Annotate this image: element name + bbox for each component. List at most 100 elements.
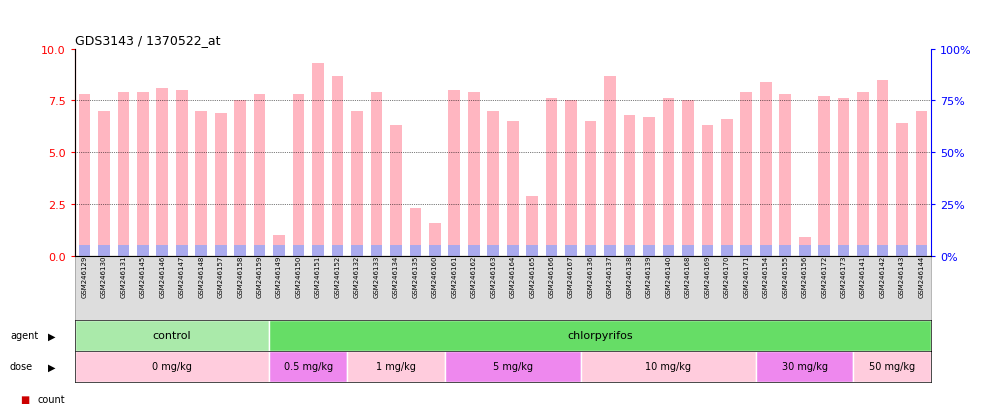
Bar	[858, 246, 869, 256]
Bar	[487, 112, 499, 256]
Bar	[254, 95, 266, 256]
Bar	[371, 93, 382, 256]
Bar	[254, 246, 266, 256]
Bar	[605, 246, 616, 256]
Text: 0 mg/kg: 0 mg/kg	[152, 361, 192, 372]
Bar	[195, 246, 207, 256]
Bar	[79, 246, 91, 256]
Bar	[293, 95, 305, 256]
Bar	[137, 246, 148, 256]
Bar	[682, 246, 694, 256]
Bar	[819, 246, 830, 256]
Bar	[662, 99, 674, 256]
Bar	[701, 126, 713, 256]
Bar	[854, 351, 931, 382]
Bar	[643, 246, 654, 256]
Text: 0.5 mg/kg: 0.5 mg/kg	[284, 361, 333, 372]
Bar	[390, 246, 401, 256]
Bar	[566, 246, 577, 256]
Bar	[507, 246, 519, 256]
Bar	[756, 351, 854, 382]
Bar	[75, 351, 269, 382]
Bar	[79, 95, 91, 256]
Bar	[819, 97, 830, 256]
Bar	[838, 99, 850, 256]
Bar	[409, 246, 421, 256]
Bar	[234, 246, 246, 256]
Bar	[876, 246, 888, 256]
Text: ▶: ▶	[48, 330, 56, 341]
Bar	[429, 223, 440, 256]
Bar	[468, 93, 480, 256]
Bar	[566, 101, 577, 256]
Bar	[273, 235, 285, 256]
Bar	[780, 95, 791, 256]
Bar	[137, 93, 148, 256]
Bar	[312, 64, 324, 256]
Bar	[682, 101, 694, 256]
Bar	[581, 351, 756, 382]
Bar	[780, 246, 791, 256]
Bar	[546, 246, 558, 256]
Bar	[701, 246, 713, 256]
Text: 10 mg/kg: 10 mg/kg	[645, 361, 691, 372]
Bar	[643, 118, 654, 256]
Text: 5 mg/kg: 5 mg/kg	[493, 361, 533, 372]
Bar	[507, 122, 519, 256]
Bar	[721, 246, 733, 256]
Bar	[390, 126, 401, 256]
Bar	[526, 196, 538, 256]
Bar	[348, 351, 444, 382]
Bar	[915, 112, 927, 256]
Bar	[215, 246, 226, 256]
Bar	[269, 351, 348, 382]
Bar	[838, 246, 850, 256]
Bar	[896, 246, 908, 256]
Text: agent: agent	[10, 330, 38, 341]
Bar	[332, 246, 344, 256]
Bar	[623, 246, 635, 256]
Bar	[352, 246, 363, 256]
Bar	[234, 101, 246, 256]
Text: dose: dose	[10, 361, 33, 372]
Bar	[448, 246, 460, 256]
Bar	[273, 246, 285, 256]
Bar	[312, 246, 324, 256]
Text: 1 mg/kg: 1 mg/kg	[375, 361, 416, 372]
Bar	[156, 89, 168, 256]
Bar	[293, 246, 305, 256]
Bar	[858, 93, 869, 256]
Text: chlorpyrifos: chlorpyrifos	[568, 330, 633, 341]
Bar	[760, 246, 772, 256]
Text: 30 mg/kg: 30 mg/kg	[782, 361, 828, 372]
Bar	[662, 246, 674, 256]
Bar	[468, 246, 480, 256]
Bar	[623, 116, 635, 256]
Bar	[371, 246, 382, 256]
Bar	[740, 246, 752, 256]
Bar	[721, 120, 733, 256]
Text: ▶: ▶	[48, 361, 56, 372]
Bar	[487, 246, 499, 256]
Bar	[156, 246, 168, 256]
Text: ■: ■	[20, 394, 29, 404]
Bar	[444, 351, 581, 382]
Bar	[526, 246, 538, 256]
Bar	[799, 237, 811, 256]
Bar	[448, 91, 460, 256]
Bar	[352, 112, 363, 256]
Bar	[118, 93, 129, 256]
Bar	[760, 83, 772, 256]
Bar	[605, 76, 616, 256]
Bar	[546, 99, 558, 256]
Text: 50 mg/kg: 50 mg/kg	[870, 361, 915, 372]
Bar	[98, 246, 110, 256]
Bar	[799, 246, 811, 256]
Bar	[215, 114, 226, 256]
Bar	[915, 246, 927, 256]
Bar	[118, 246, 129, 256]
Bar	[585, 122, 597, 256]
Bar	[176, 246, 187, 256]
Bar	[876, 81, 888, 256]
Bar	[195, 112, 207, 256]
